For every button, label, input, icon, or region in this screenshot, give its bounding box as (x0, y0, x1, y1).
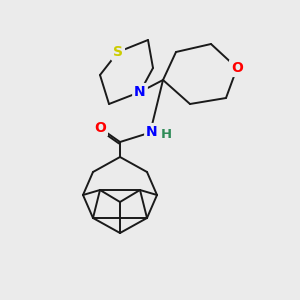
Text: O: O (231, 61, 243, 75)
Text: N: N (146, 125, 158, 139)
Text: O: O (94, 121, 106, 135)
Text: S: S (113, 45, 123, 59)
Text: N: N (134, 85, 146, 99)
Text: H: H (160, 128, 172, 140)
